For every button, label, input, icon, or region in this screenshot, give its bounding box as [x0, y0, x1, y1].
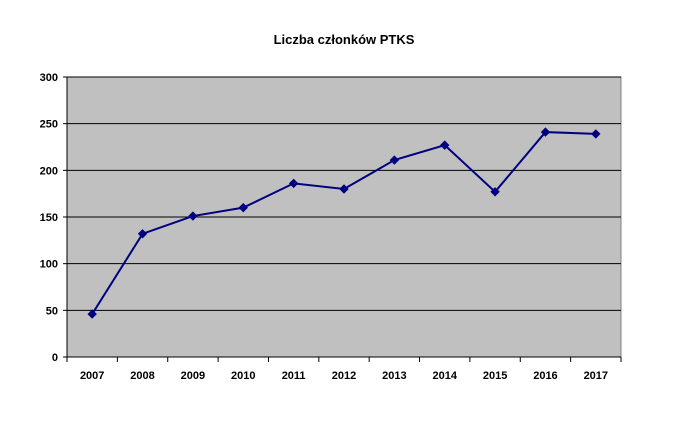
y-tick-label: 0 — [52, 352, 58, 364]
x-tick-label: 2007 — [80, 370, 104, 382]
data-point — [137, 229, 148, 239]
y-tick-label: 250 — [40, 119, 58, 131]
chart-title: Liczba członków PTKS — [273, 32, 415, 47]
x-tick-label: 2008 — [130, 370, 154, 382]
data-point — [339, 184, 349, 194]
x-tick-label: 2012 — [332, 370, 356, 382]
y-tick-label: 50 — [46, 305, 58, 317]
x-tick-label: 2010 — [231, 370, 255, 382]
x-tick-label: 2009 — [181, 370, 205, 382]
x-tick-label: 2015 — [483, 370, 507, 382]
x-tick-label: 2017 — [584, 370, 608, 382]
data-point — [188, 211, 198, 221]
data-point — [440, 140, 450, 150]
x-tick-label: 2011 — [282, 370, 306, 382]
data-point — [389, 155, 400, 165]
data-point — [540, 127, 551, 137]
y-tick-label: 300 — [40, 72, 58, 84]
data-point — [490, 187, 500, 197]
x-tick-label: 2016 — [533, 370, 557, 382]
data-point — [288, 178, 299, 189]
y-tick-label: 200 — [40, 165, 58, 177]
data-point — [591, 129, 601, 139]
y-tick-label: 100 — [40, 259, 58, 271]
x-tick-label: 2014 — [432, 370, 457, 382]
x-tick-label: 2013 — [382, 370, 406, 382]
data-point — [87, 309, 97, 319]
data-point — [238, 202, 248, 213]
y-tick-label: 150 — [40, 212, 58, 224]
